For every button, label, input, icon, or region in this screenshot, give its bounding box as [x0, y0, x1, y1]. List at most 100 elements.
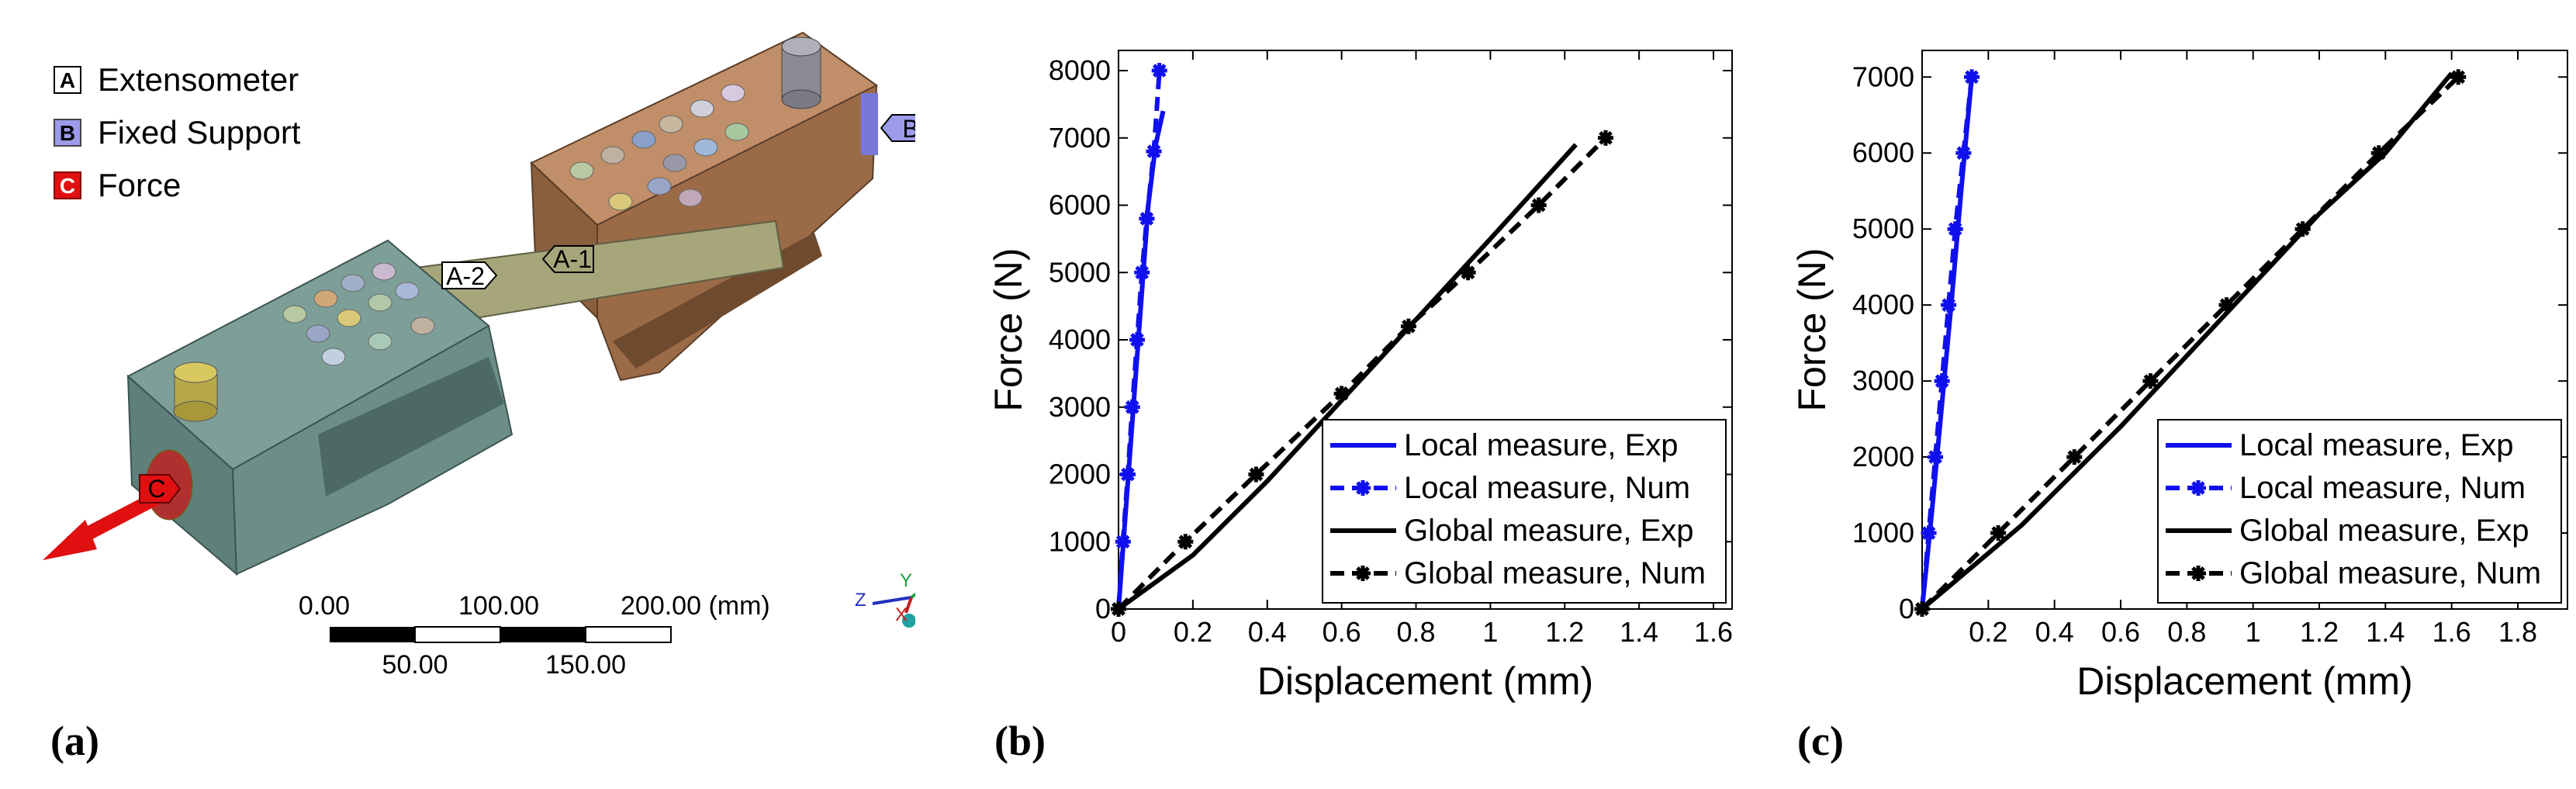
chart-c: (c) 0.2 0.4 0.6 0.8 1 1.2 1.4 1.6 1.8 0 1000 2000 30… [1790, 50, 2568, 764]
scale-label-50: 50.00 [382, 650, 448, 680]
pin-cylinder [781, 36, 821, 109]
data-point-s1-2 [1928, 449, 1944, 465]
data-point-s3-6 [2370, 145, 2387, 161]
y-tick-label: 0 [1095, 593, 1111, 625]
panel-label-a: (a) [50, 718, 99, 764]
legend-marker-3 [2190, 566, 2206, 581]
scale-label-150: 150.00 [545, 650, 626, 680]
tag-b: B [880, 114, 915, 143]
data-point-s1-6 [1955, 145, 1972, 161]
legend-item-extensometer: A Extensometer [54, 61, 299, 98]
data-point-s3-1 [1177, 534, 1194, 550]
scale-label-0: 0.00 [299, 591, 350, 621]
x-tick-label: 1.2 [1545, 616, 1584, 648]
legend-label-fixed-support: Fixed Support [98, 114, 301, 151]
y-tick-label: 3000 [1049, 391, 1111, 423]
legend-label-1: Local measure, Num [2239, 471, 2526, 505]
series-line-3 [1116, 136, 1608, 611]
y-tick-label: 6000 [1852, 137, 1914, 168]
legend-label-0: Local measure, Exp [2239, 428, 2514, 462]
tag-a1: A-1 [541, 245, 594, 273]
x-tick-label: 0.8 [2167, 616, 2206, 648]
data-point-s3-4 [1400, 318, 1416, 334]
chart-b: (b) 0 0.2 0.4 0.6 0.8 1 1.2 1.4 1.6 0 1000 2000 3000… [987, 50, 1733, 764]
data-point-s1-6 [1139, 210, 1155, 227]
chart-legend: Local measure, Exp Local measure, Num Glob… [2157, 419, 2562, 604]
legend-swatch-c [54, 171, 81, 199]
data-point-s3-6 [1530, 197, 1547, 213]
series-line-3 [1920, 75, 2460, 611]
data-point-s3-0 [1111, 601, 1126, 617]
y-tick-label: 1000 [1049, 525, 1111, 557]
force-arrow [43, 490, 163, 560]
tag-a1-label: A-1 [553, 245, 592, 273]
model-legend: A Extensometer B Fixed Support C Force [54, 61, 301, 203]
data-point-s3-4 [2218, 297, 2235, 313]
x-tick-label: 0.8 [1396, 616, 1435, 648]
x-tick-label: 1 [1482, 616, 1498, 648]
x-tick-label: 0.4 [2035, 616, 2074, 648]
y-tick-label: 2000 [1852, 441, 1914, 472]
tag-c: C [139, 474, 182, 504]
legend-box [1322, 419, 1727, 604]
legend-label-force: Force [98, 167, 181, 203]
tag-a2: A-2 [441, 261, 498, 290]
data-point-s3-2 [2066, 449, 2083, 465]
data-point-s1-7 [1146, 144, 1162, 160]
scale-label-200: 200.00 (mm) [621, 591, 770, 621]
data-point-s3-3 [2142, 373, 2159, 389]
data-point-s1-1 [1921, 525, 1937, 542]
x-tick-label: 0.4 [1248, 616, 1287, 648]
fixed-grip-block [530, 31, 878, 382]
y-axis-title: Force (N) [1790, 247, 1834, 411]
data-point-s1-4 [1941, 297, 1957, 313]
data-point-s1-5 [1134, 265, 1150, 281]
y-tick-label: 5000 [1852, 213, 1914, 244]
fe-model-panel: A Extensometer B Fixed Support C Force [43, 31, 915, 764]
triad-x-label: X [895, 604, 908, 625]
chart-legend: Local measure, Exp Local measure, Num Glob… [1322, 419, 1727, 604]
x-tick-label: 1.2 [2300, 616, 2339, 648]
legend-label-extensometer: Extensometer [98, 61, 299, 98]
legend-label-0: Local measure, Exp [1404, 428, 1679, 462]
legend-box [2157, 419, 2562, 604]
tag-a2-label: A-2 [446, 262, 485, 290]
tag-b-label: B [902, 115, 915, 143]
y-axis-title: Force (N) [987, 247, 1030, 411]
triad-y-label: Y [900, 570, 912, 591]
legend-letter-a: A [60, 68, 75, 92]
scale-label-100: 100.00 [458, 591, 539, 621]
x-tick-label: 1.6 [2433, 616, 2471, 648]
data-point-s3-7 [1598, 130, 1614, 146]
panel-label-b: (b) [994, 718, 1046, 764]
x-tick-label: 0.6 [2101, 616, 2140, 648]
data-point-s3-0 [1914, 601, 1930, 617]
legend-swatch-b [54, 119, 81, 147]
y-tick-label: 4000 [1049, 324, 1111, 355]
data-point-s1-8 [1151, 63, 1167, 79]
y-tick-label: 8000 [1049, 54, 1111, 86]
x-tick-label: 1.4 [2366, 616, 2405, 648]
legend-marker-1 [2190, 480, 2206, 496]
legend-label-2: Global measure, Exp [2239, 514, 2529, 548]
x-tick-label: 0.2 [1969, 616, 2007, 648]
legend-label-3: Global measure, Num [1404, 556, 1706, 590]
x-tick-label: 1 [2246, 616, 2261, 648]
coordinate-triad: Z Y X [855, 570, 915, 628]
data-point-s3-3 [1333, 386, 1350, 402]
data-point-s3-5 [1460, 265, 1476, 281]
y-tick-label: 7000 [1852, 61, 1914, 92]
load-pin-cylinder [173, 362, 218, 422]
legend-item-fixed-support: B Fixed Support [54, 114, 301, 151]
data-point-s1-4 [1129, 332, 1145, 348]
x-tick-label: 1.4 [1620, 616, 1658, 648]
x-axis-title: Displacement (mm) [1257, 659, 1593, 703]
y-tick-label: 1000 [1852, 517, 1914, 548]
x-tick-label: 1.6 [1694, 616, 1733, 648]
legend-marker-1 [1355, 480, 1371, 496]
panel-label-c: (c) [1797, 718, 1844, 764]
legend-letter-c: C [60, 174, 75, 198]
y-tick-label: 2000 [1049, 459, 1111, 490]
y-tick-label: 3000 [1852, 365, 1914, 396]
x-axis-title: Displacement (mm) [2076, 659, 2412, 703]
